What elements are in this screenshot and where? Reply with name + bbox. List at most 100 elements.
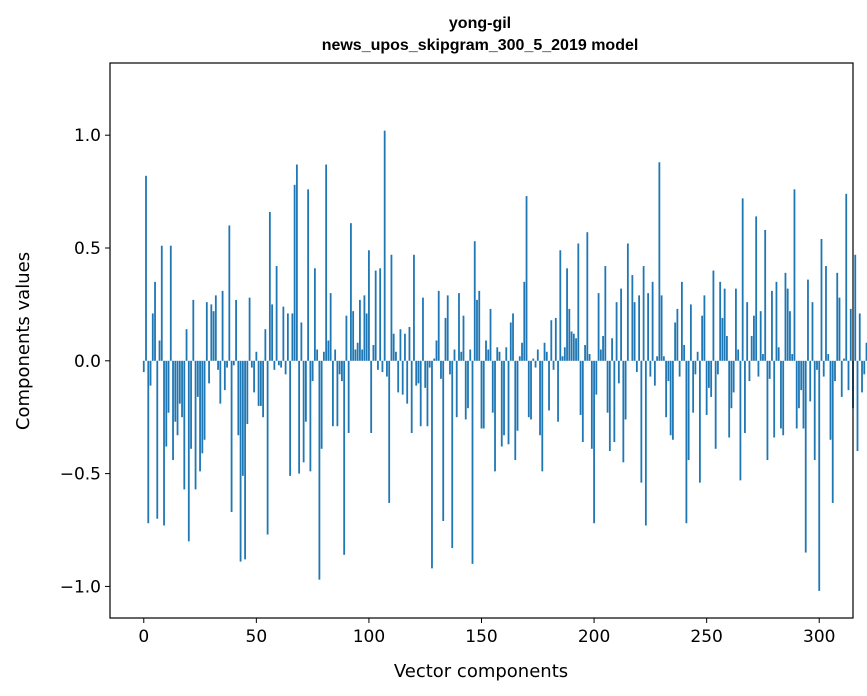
bar-128 <box>431 360 433 569</box>
bar-304 <box>827 354 830 361</box>
bar-25 <box>199 360 201 472</box>
bar-20 <box>187 360 190 542</box>
plot-frame <box>109 62 854 619</box>
bar-161 <box>505 347 508 361</box>
bar-208 <box>611 338 613 361</box>
x-tick-label: 300 <box>803 627 835 647</box>
bar-157 <box>496 347 499 361</box>
bar-264 <box>737 349 740 361</box>
bar-32 <box>214 295 217 361</box>
bar-119 <box>410 360 413 433</box>
bar-314 <box>849 308 852 361</box>
bar-295 <box>807 279 809 361</box>
bar-319 <box>861 360 863 393</box>
bar-192 <box>575 338 577 361</box>
bar-266 <box>741 198 744 361</box>
bar-160 <box>503 360 505 436</box>
bar-312 <box>845 193 848 361</box>
bar-19 <box>185 329 188 361</box>
bar-296 <box>809 360 812 402</box>
y-tick-label: −0.5 <box>60 465 101 485</box>
bar-45 <box>244 360 246 560</box>
bar-163 <box>509 322 512 361</box>
bar-158 <box>498 351 501 361</box>
bar-284 <box>782 360 785 436</box>
bar-115 <box>401 360 404 395</box>
bar-35 <box>221 290 224 361</box>
bar-153 <box>487 349 490 361</box>
bar-258 <box>723 288 726 361</box>
y-tick-label: 1.0 <box>74 126 101 146</box>
bar-47 <box>248 297 251 361</box>
bar-274 <box>759 311 762 361</box>
y-axis-label: Components values <box>13 252 34 430</box>
bar-148 <box>476 299 478 361</box>
bar-267 <box>744 360 746 433</box>
bar-215 <box>626 243 629 361</box>
bar-301 <box>820 238 823 361</box>
bar-247 <box>699 360 701 483</box>
bar-97 <box>361 349 364 361</box>
bar-171 <box>527 360 530 418</box>
bar-233 <box>667 360 670 382</box>
bar-145 <box>469 349 472 361</box>
bar-53 <box>262 360 264 418</box>
bar-320 <box>863 360 866 375</box>
bar-236 <box>674 322 677 361</box>
bar-60 <box>277 360 280 366</box>
bar-77 <box>316 349 319 361</box>
bar-262 <box>732 360 735 393</box>
bar-33 <box>217 360 219 370</box>
bar-200 <box>593 360 595 524</box>
bar-42 <box>237 360 240 436</box>
bar-221 <box>640 360 643 483</box>
bar-287 <box>789 311 791 361</box>
bar-80 <box>322 351 325 361</box>
bar-228 <box>656 356 659 361</box>
bar-177 <box>541 360 544 472</box>
bar-123 <box>419 360 422 427</box>
x-tick-label: 200 <box>578 627 610 647</box>
bar-173 <box>532 358 535 361</box>
bar-294 <box>804 360 807 553</box>
bar-201 <box>595 360 598 395</box>
bar-317 <box>856 360 859 452</box>
bar-231 <box>662 356 665 361</box>
bar-167 <box>518 356 521 361</box>
bar-14 <box>174 360 177 422</box>
bar-184 <box>557 360 559 422</box>
bar-199 <box>590 360 593 449</box>
bar-116 <box>404 333 406 361</box>
bar-229 <box>658 162 661 361</box>
bar-227 <box>653 360 656 386</box>
bar-257 <box>721 317 724 361</box>
bar-126 <box>426 360 429 427</box>
bar-136 <box>449 360 451 375</box>
bar-245 <box>694 360 697 375</box>
bar-225 <box>649 360 652 377</box>
bar-6 <box>156 360 159 519</box>
bar-84 <box>332 360 334 427</box>
bar-183 <box>554 317 557 361</box>
bar-63 <box>284 360 287 375</box>
bar-26 <box>201 360 204 454</box>
bar-29 <box>208 360 210 384</box>
bar-1 <box>145 175 147 361</box>
bar-180 <box>548 360 550 411</box>
bar-139 <box>455 360 458 418</box>
bar-151 <box>482 360 485 429</box>
bar-141 <box>460 351 463 361</box>
bar-40 <box>232 360 235 366</box>
bar-86 <box>336 360 339 427</box>
bar-302 <box>822 360 825 377</box>
bar-62 <box>282 306 285 361</box>
bar-271 <box>753 315 755 361</box>
bar-17 <box>181 360 183 418</box>
bar-219 <box>635 360 638 373</box>
bar-277 <box>766 360 769 461</box>
y-ticks: −1.0 −0.5 0.0 0.5 1.0 <box>60 126 110 597</box>
bar-99 <box>365 313 368 361</box>
bar-39 <box>230 360 233 512</box>
bar-43 <box>239 360 242 562</box>
bar-142 <box>462 315 465 361</box>
